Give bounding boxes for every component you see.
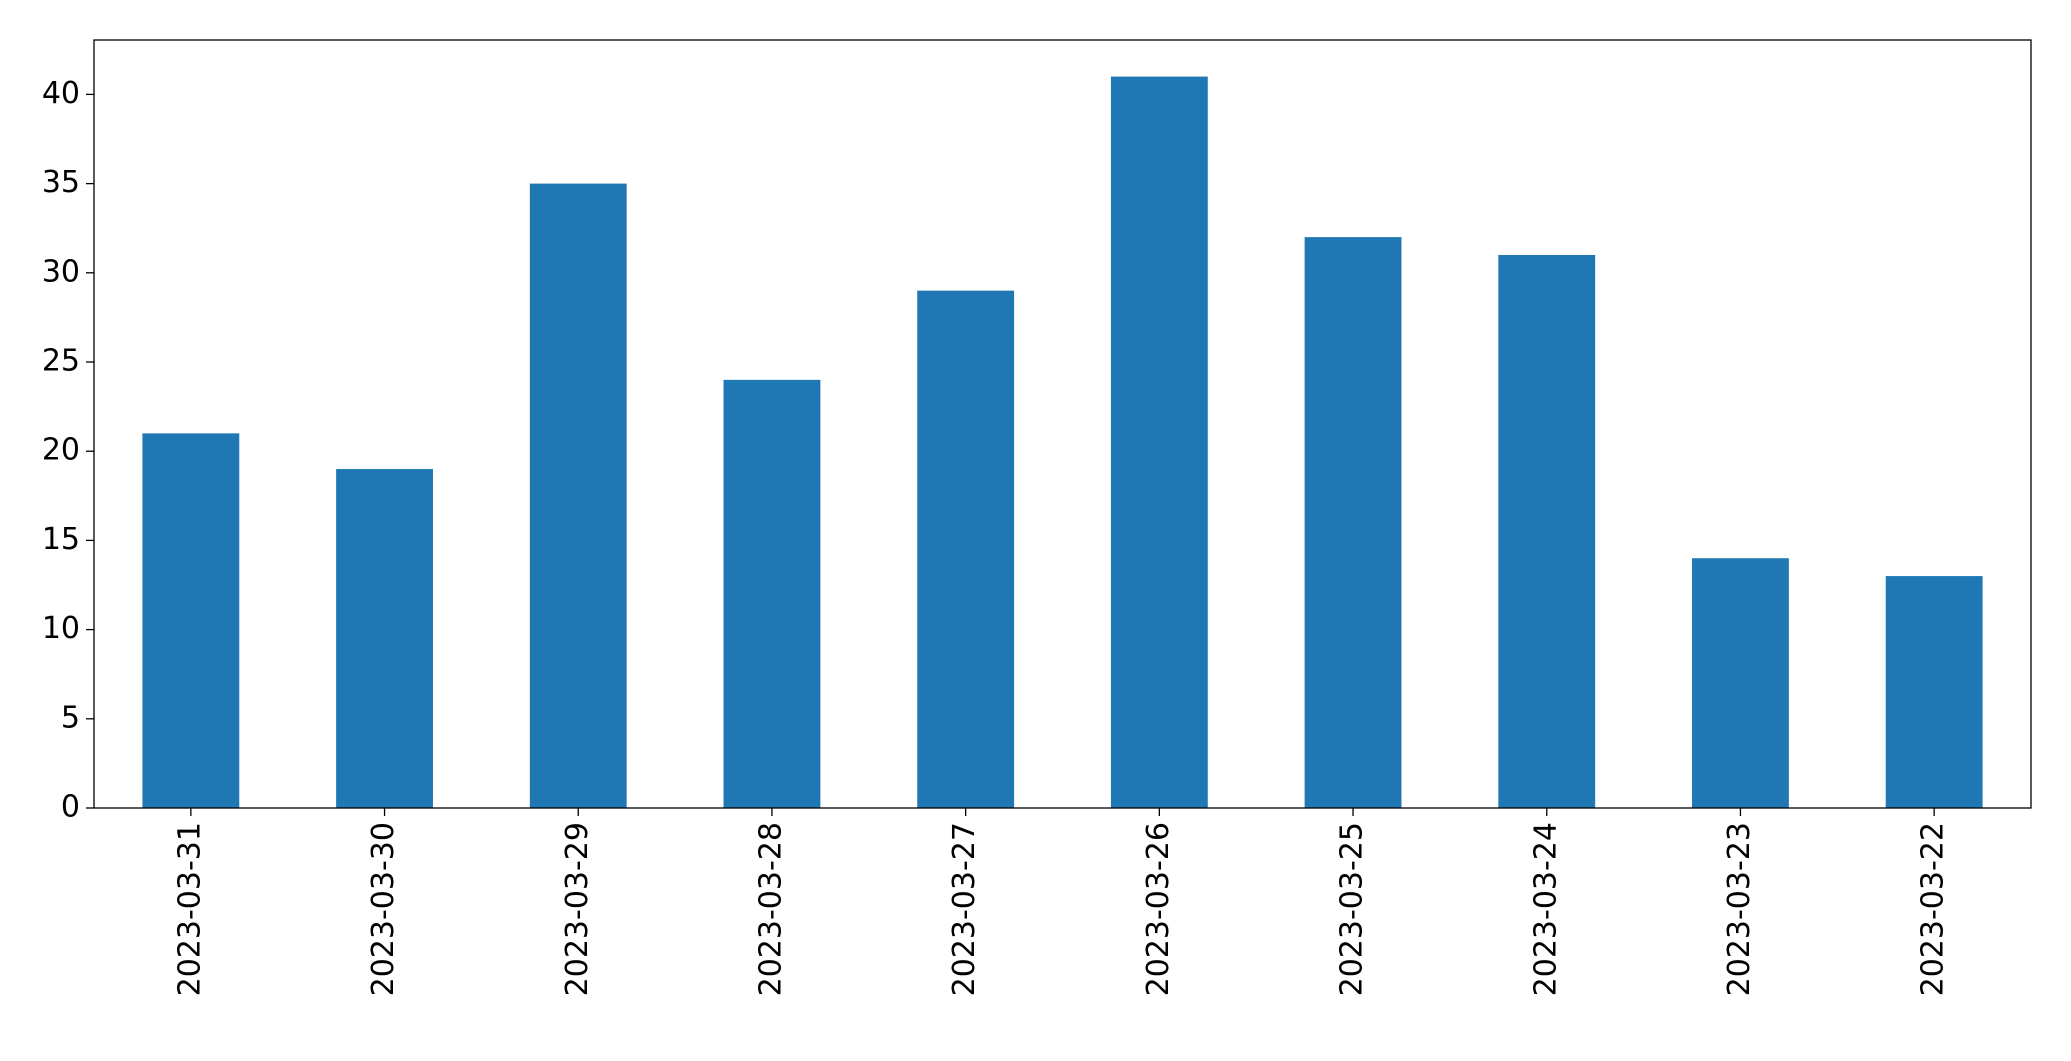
bar — [336, 469, 433, 808]
bar — [1885, 576, 1983, 808]
bar — [917, 290, 1015, 808]
bar — [1692, 558, 1789, 808]
bar — [529, 183, 627, 809]
y-tick-label: 20 — [42, 433, 80, 468]
y-tick-label: 25 — [42, 344, 80, 379]
y-tick-label: 5 — [61, 700, 80, 735]
x-tick-label: 2023-03-31 — [172, 822, 207, 996]
y-tick-label: 10 — [42, 611, 80, 646]
x-tick-label: 2023-03-27 — [947, 822, 982, 996]
bar — [1498, 254, 1596, 809]
x-tick-label: 2023-03-29 — [560, 822, 595, 996]
bar — [723, 379, 821, 808]
y-tick-label: 35 — [42, 165, 80, 200]
x-tick-label: 2023-03-25 — [1335, 822, 1370, 996]
x-tick-label: 2023-03-24 — [1528, 822, 1563, 996]
bar — [142, 433, 240, 808]
y-tick-label: 40 — [42, 76, 80, 111]
y-tick-label: 30 — [42, 254, 80, 289]
x-tick-label: 2023-03-22 — [1916, 822, 1951, 996]
bar — [1304, 237, 1402, 809]
x-tick-label: 2023-03-30 — [366, 822, 401, 996]
bar — [1110, 76, 1208, 809]
y-tick-label: 15 — [42, 522, 80, 557]
y-tick-label: 0 — [61, 790, 80, 825]
x-tick-label: 2023-03-23 — [1722, 822, 1757, 996]
x-tick-label: 2023-03-26 — [1141, 822, 1176, 996]
x-tick-label: 2023-03-28 — [753, 822, 788, 996]
plot-frame — [93, 39, 2032, 809]
